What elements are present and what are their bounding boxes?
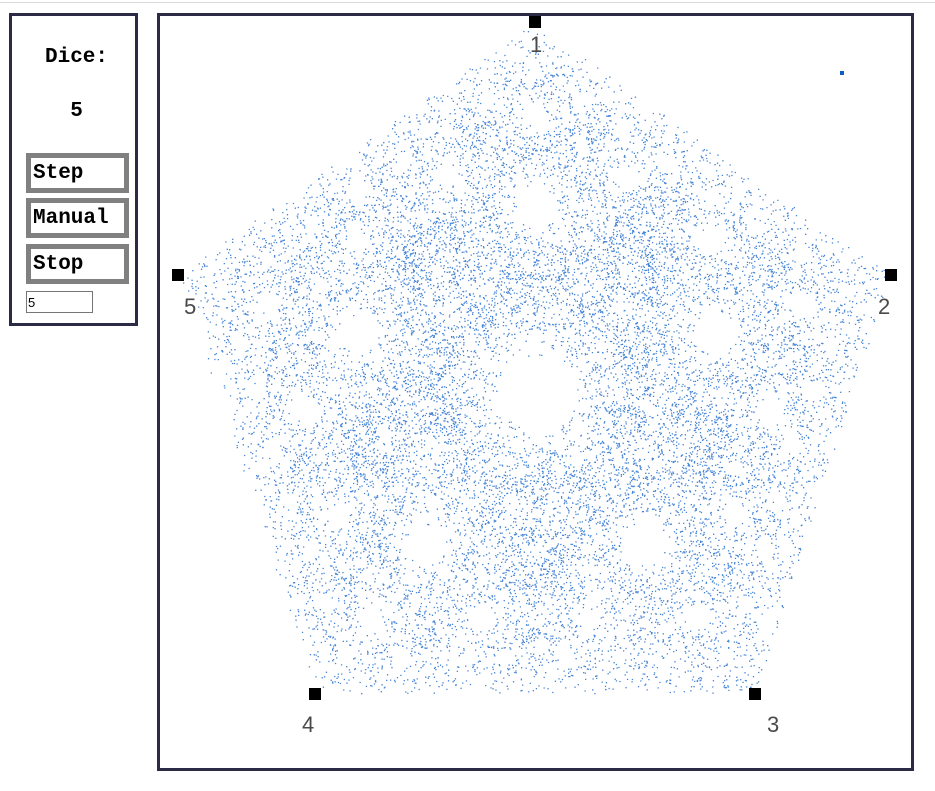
- manual-button[interactable]: Manual: [26, 198, 129, 238]
- vertex-marker-2[interactable]: [885, 269, 897, 281]
- dice-label: Dice:: [44, 46, 108, 69]
- chaos-game-plot: 1 2 3 4 5: [172, 16, 897, 737]
- vertex-marker-4[interactable]: [309, 688, 321, 700]
- control-panel: Dice: 5 Step Manual Stop: [9, 13, 138, 326]
- chaos-game-canvas[interactable]: 1 2 3 4 5: [157, 13, 914, 771]
- vertex-label-4: 4: [302, 712, 314, 737]
- vertex-label-5: 5: [184, 294, 196, 319]
- vertex-marker-5[interactable]: [172, 269, 184, 281]
- vertex-label-3: 3: [767, 712, 779, 737]
- dice-value: 5: [70, 100, 83, 123]
- dice-count-input[interactable]: [26, 291, 93, 313]
- vertex-label-2: 2: [878, 294, 890, 319]
- vertex-label-1: 1: [530, 32, 542, 57]
- vertex-marker-3[interactable]: [749, 688, 761, 700]
- vertex-markers: [172, 16, 897, 700]
- fractal-point-cloud: [183, 30, 886, 695]
- current-point-marker: [840, 71, 844, 75]
- step-button[interactable]: Step: [26, 153, 129, 193]
- vertex-labels: 1 2 3 4 5: [184, 32, 890, 737]
- top-divider: [0, 2, 935, 3]
- vertex-marker-1[interactable]: [529, 16, 541, 28]
- stop-button[interactable]: Stop: [26, 244, 129, 284]
- fractal-points: [183, 30, 886, 695]
